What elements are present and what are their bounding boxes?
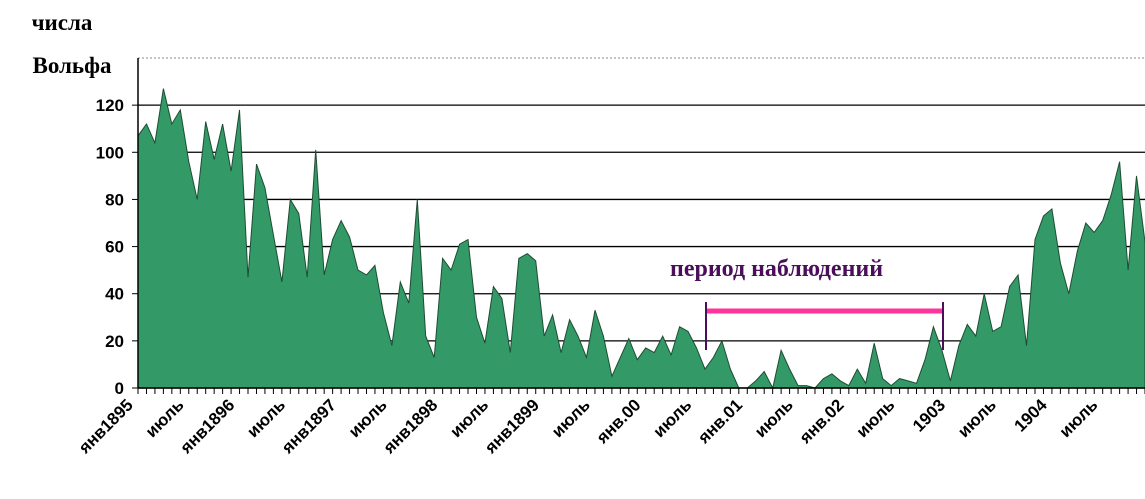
x-tick-label: июль [650, 395, 696, 441]
annotation: период наблюдений [670, 256, 883, 282]
y-tick-label: 100 [96, 143, 124, 162]
y-tick-label: 120 [96, 96, 124, 115]
area [137, 88, 1145, 390]
x-tick-label: июль [345, 395, 391, 441]
y-axis-label: Вольфа [32, 53, 112, 78]
x-tick-label: июль [1056, 395, 1102, 441]
x-tick-label: янв.00 [592, 395, 645, 448]
x-tick-label: янв1895 [74, 395, 137, 458]
x-tick-label: июль [751, 395, 797, 441]
x-tick-label: янв1897 [277, 395, 340, 458]
x-tick-label: янв1896 [176, 395, 239, 458]
y-axis-label: числа [32, 10, 93, 35]
y-tick-label: 0 [115, 379, 124, 398]
x-tick-label: 1903 [909, 395, 949, 435]
x-tick-label: янв.02 [795, 395, 848, 448]
x-tick-label: июль [954, 395, 1000, 441]
y-tick-label: 60 [105, 238, 124, 257]
x-tick-label: июль [243, 395, 289, 441]
y-tick-label: 20 [105, 332, 124, 351]
x-tick-label: янв.01 [694, 395, 747, 448]
x-tick-label: янв1898 [379, 395, 442, 458]
x-tick-label: июль [142, 395, 188, 441]
y-tick-label: 80 [105, 190, 124, 209]
x-tick-label: янв1899 [480, 395, 543, 458]
observation-period [705, 302, 944, 350]
x-tick-label: июль [548, 395, 594, 441]
x-tick-label: июль [446, 395, 492, 441]
y-tick-label: 40 [105, 285, 124, 304]
x-tick-label: 1904 [1011, 395, 1052, 436]
x-tick-label: июль [853, 395, 899, 441]
